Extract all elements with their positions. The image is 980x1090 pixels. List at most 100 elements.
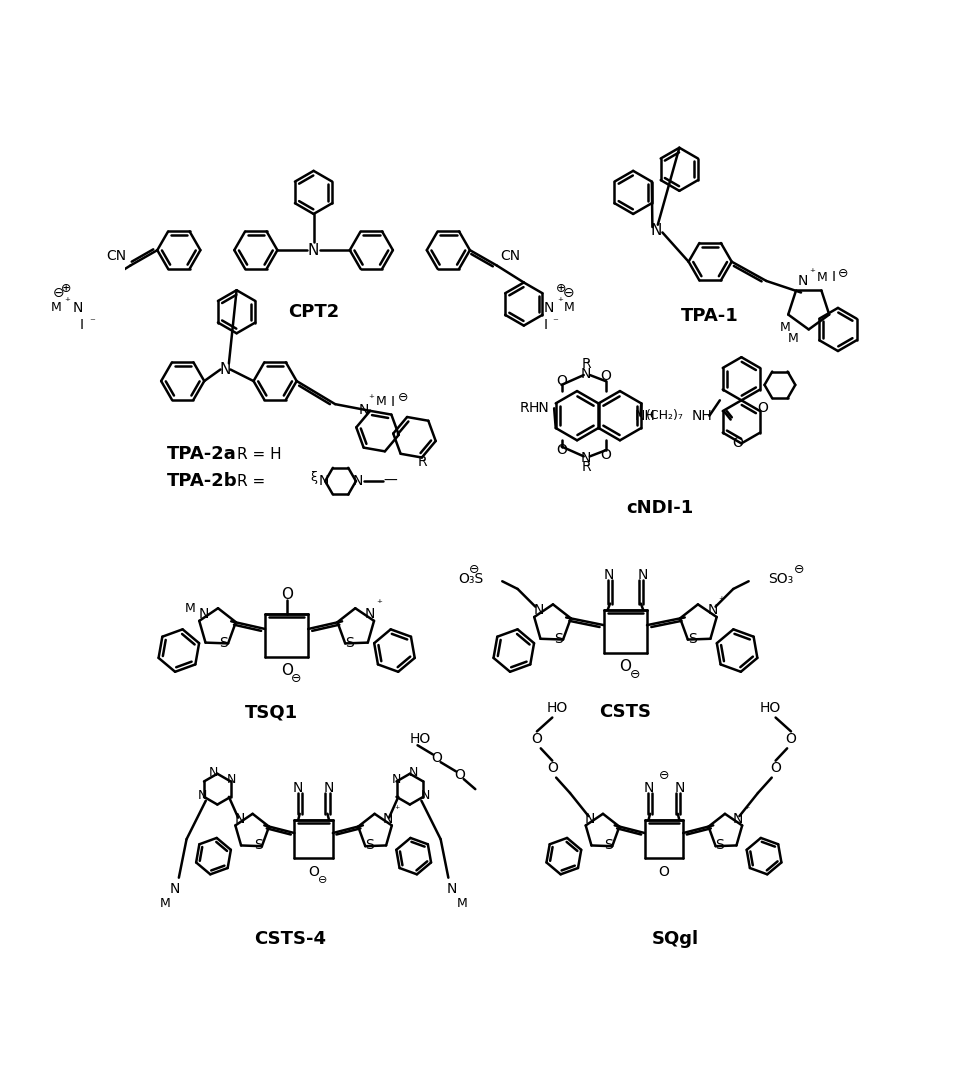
Text: ⁻: ⁻: [89, 317, 95, 327]
Text: HN: HN: [529, 401, 550, 415]
Text: ⁻: ⁻: [553, 317, 559, 327]
Text: I: I: [543, 318, 548, 331]
Text: ⊕: ⊕: [61, 282, 72, 295]
Text: N: N: [226, 774, 236, 786]
Text: N: N: [220, 362, 230, 377]
Text: N: N: [197, 789, 207, 802]
Text: O: O: [770, 761, 781, 775]
Text: M: M: [788, 332, 799, 346]
Text: ⁺: ⁺: [718, 595, 724, 606]
Text: SO₃: SO₃: [768, 572, 793, 586]
Text: O₃S: O₃S: [458, 572, 483, 586]
Text: CPT2: CPT2: [288, 303, 339, 320]
Text: N: N: [323, 780, 334, 795]
Text: ⊖: ⊖: [794, 564, 804, 577]
Text: I: I: [391, 395, 395, 409]
Text: ⁺: ⁺: [394, 804, 400, 815]
Text: O: O: [455, 768, 466, 783]
Text: O: O: [431, 751, 442, 765]
Text: ⊖: ⊖: [659, 768, 669, 782]
Text: SQgl: SQgl: [652, 930, 699, 948]
Text: S: S: [345, 635, 354, 650]
Text: NH: NH: [635, 409, 656, 423]
Text: N: N: [382, 812, 393, 826]
Text: R: R: [581, 460, 591, 474]
Text: N: N: [359, 402, 368, 416]
Text: S: S: [254, 838, 263, 852]
Text: N: N: [733, 812, 743, 826]
Text: cNDI-1: cNDI-1: [626, 499, 694, 517]
Text: S: S: [604, 838, 612, 852]
Text: R = H: R = H: [236, 447, 281, 462]
Text: S: S: [688, 632, 697, 646]
Text: ⊖: ⊖: [468, 564, 479, 577]
Text: —: —: [384, 474, 398, 488]
Text: CN: CN: [107, 250, 126, 264]
Text: M: M: [376, 396, 387, 409]
Text: ξ: ξ: [310, 471, 318, 484]
Text: O: O: [547, 761, 558, 775]
Text: N: N: [73, 301, 83, 315]
Text: TSQ1: TSQ1: [245, 703, 298, 722]
Text: N: N: [308, 243, 319, 257]
Text: O: O: [531, 732, 542, 746]
Text: HO: HO: [547, 701, 568, 715]
Text: M: M: [564, 302, 574, 314]
Text: CSTS: CSTS: [600, 703, 652, 722]
Text: O: O: [280, 586, 293, 602]
Text: M: M: [51, 302, 62, 314]
Text: N: N: [708, 603, 717, 617]
Text: R =: R =: [236, 474, 265, 488]
Text: S: S: [220, 635, 228, 650]
Text: ⁺: ⁺: [745, 804, 750, 815]
Text: O: O: [659, 865, 669, 880]
Text: N: N: [293, 780, 304, 795]
Text: ⊕: ⊕: [556, 282, 566, 295]
Text: N: N: [643, 780, 654, 795]
Text: N: N: [318, 474, 329, 488]
Text: S: S: [554, 632, 563, 646]
Text: S: S: [715, 838, 724, 852]
Text: N: N: [581, 450, 591, 464]
Text: R: R: [519, 401, 529, 415]
Text: N: N: [447, 882, 458, 896]
Text: O: O: [732, 436, 743, 450]
Text: N: N: [533, 603, 544, 617]
Text: ⊖: ⊖: [53, 286, 65, 300]
Text: (CH₂)₇: (CH₂)₇: [646, 409, 684, 422]
Text: R: R: [417, 455, 427, 469]
Text: TPA-1: TPA-1: [681, 306, 739, 325]
Text: ⊖: ⊖: [291, 671, 301, 685]
Text: N: N: [651, 223, 662, 239]
Text: M: M: [160, 897, 171, 910]
Text: I: I: [79, 318, 84, 331]
Text: O: O: [556, 374, 567, 388]
Text: HO: HO: [410, 732, 431, 746]
Text: N: N: [365, 607, 375, 620]
Text: ⁺: ⁺: [65, 296, 71, 306]
Text: HO: HO: [760, 701, 781, 715]
Text: N: N: [198, 607, 209, 620]
Text: N: N: [798, 274, 808, 288]
Text: TPA-2a: TPA-2a: [168, 445, 237, 463]
Text: N: N: [420, 789, 430, 802]
Text: ⊖: ⊖: [629, 668, 640, 681]
Text: TPA-2b: TPA-2b: [168, 472, 238, 490]
Text: NH: NH: [692, 409, 712, 423]
Text: N: N: [209, 765, 219, 778]
Text: O: O: [786, 732, 797, 746]
Text: ⊖: ⊖: [563, 286, 574, 300]
Text: ⊖: ⊖: [318, 875, 327, 885]
Text: N: N: [604, 568, 613, 582]
Text: O: O: [601, 448, 612, 462]
Text: S: S: [365, 838, 373, 852]
Text: N: N: [234, 812, 245, 826]
Text: O: O: [601, 370, 612, 384]
Text: M: M: [457, 897, 467, 910]
Text: N: N: [544, 301, 555, 315]
Text: CN: CN: [501, 250, 520, 264]
Text: O: O: [619, 659, 631, 675]
Text: ⁺: ⁺: [557, 296, 563, 306]
Text: CSTS-4: CSTS-4: [255, 930, 326, 948]
Text: N: N: [581, 367, 591, 380]
